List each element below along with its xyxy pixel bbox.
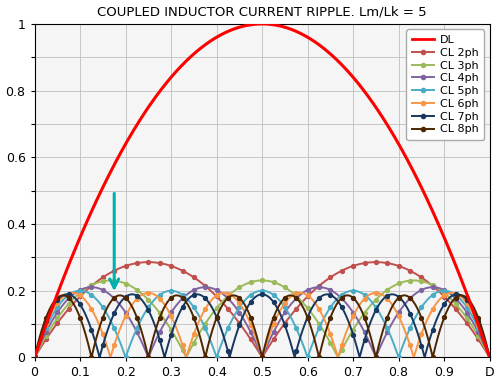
Legend: DL, CL 2ph, CL 3ph, CL 4ph, CL 5ph, CL 6ph, CL 7ph, CL 8ph: DL, CL 2ph, CL 3ph, CL 4ph, CL 5ph, CL 6… (406, 29, 484, 140)
Title: COUPLED INDUCTOR CURRENT RIPPLE. Lm/Lk = 5: COUPLED INDUCTOR CURRENT RIPPLE. Lm/Lk =… (98, 5, 427, 18)
